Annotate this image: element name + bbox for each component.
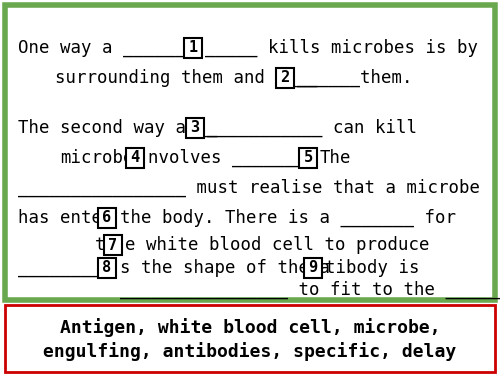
Text: 4: 4: [130, 150, 140, 165]
Bar: [299, 148, 317, 168]
Text: ___________ can kill: ___________ can kill: [207, 119, 417, 137]
Bar: [304, 258, 322, 278]
Text: tibody is: tibody is: [325, 259, 420, 277]
Bar: [5, 5, 495, 300]
Text: 8: 8: [102, 261, 112, 276]
Text: 6: 6: [102, 210, 112, 225]
Text: surrounding them and ____: surrounding them and ____: [55, 69, 318, 87]
Bar: [126, 148, 144, 168]
Bar: [276, 68, 294, 88]
Text: ________________ must realise that a microbe: ________________ must realise that a mic…: [18, 179, 480, 197]
Bar: [184, 38, 202, 58]
Text: ________________ to fit to the ____________: ________________ to fit to the _________…: [120, 281, 500, 299]
Text: 9: 9: [308, 261, 318, 276]
Text: One way a _______: One way a _______: [18, 39, 197, 57]
Text: Antigen, white blood cell, microbe,: Antigen, white blood cell, microbe,: [60, 318, 440, 338]
Text: has enter: has enter: [18, 209, 112, 227]
Bar: [5, 305, 495, 372]
Text: engulfing, antibodies, specific, delay: engulfing, antibodies, specific, delay: [44, 342, 457, 362]
Text: 3: 3: [190, 120, 200, 135]
Text: microbe: microbe: [60, 149, 134, 167]
Bar: [104, 235, 122, 255]
Text: The: The: [320, 149, 352, 167]
Bar: [186, 118, 204, 138]
Text: e white blood cell to produce: e white blood cell to produce: [125, 236, 430, 254]
Text: 1: 1: [188, 40, 198, 56]
Text: the body. There is a _______ for: the body. There is a _______ for: [120, 209, 456, 227]
Text: 5: 5: [304, 150, 312, 165]
Text: s the shape of the a: s the shape of the a: [120, 259, 330, 277]
Text: th: th: [95, 236, 116, 254]
Text: _________: _________: [18, 259, 112, 277]
Text: _____ kills microbes is by: _____ kills microbes is by: [205, 39, 478, 57]
Bar: [98, 208, 116, 228]
Text: ______them.: ______them.: [297, 69, 412, 87]
Text: 2: 2: [280, 70, 289, 86]
Text: 7: 7: [108, 237, 118, 252]
Text: nvolves ________: nvolves ________: [148, 149, 316, 167]
Bar: [98, 258, 116, 278]
Text: The second way a __: The second way a __: [18, 119, 218, 137]
